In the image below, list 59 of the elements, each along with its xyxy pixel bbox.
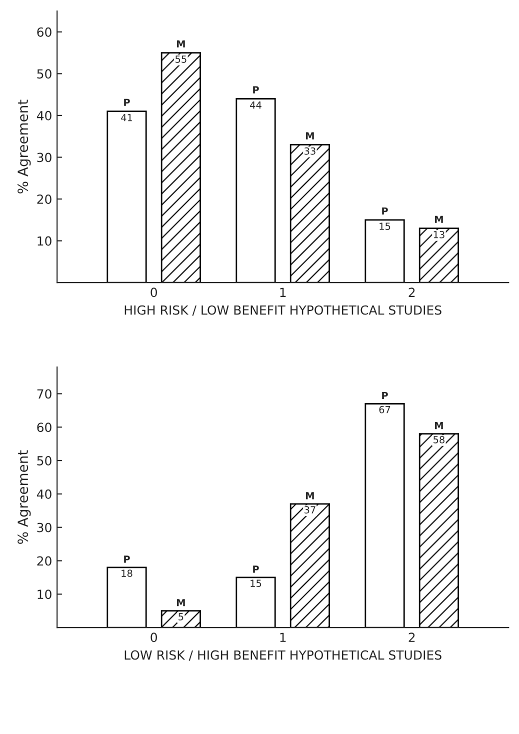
x-tick-label: 2	[408, 632, 415, 642]
x-tick-label: 0	[150, 632, 157, 642]
series-label: P	[382, 207, 388, 215]
bar	[418, 433, 459, 628]
data-label: 15	[380, 222, 390, 230]
y-tick-label: 70	[37, 389, 52, 399]
text: P	[124, 98, 130, 106]
data-label: 15	[250, 580, 262, 587]
data-label: 44	[250, 102, 262, 109]
series-label: M	[176, 40, 185, 48]
text: M	[435, 422, 443, 430]
y-tick-label: 50	[37, 456, 52, 466]
text: P	[253, 86, 259, 94]
y-tick-label: 60	[37, 27, 52, 37]
bar	[364, 403, 405, 628]
bar	[364, 219, 405, 283]
data-label: 58	[434, 436, 444, 444]
data-label: 67	[379, 406, 390, 414]
y-axis-title: % Agreement	[18, 100, 31, 194]
series-label: M	[306, 492, 314, 500]
x-tick-label: 2	[408, 288, 415, 297]
y-tick-label: 20	[37, 194, 52, 204]
text: P	[253, 566, 259, 573]
data-label: 55	[176, 56, 186, 63]
text: M	[435, 216, 443, 223]
y-tick-label: 30	[37, 152, 52, 162]
bar	[160, 610, 201, 628]
bar	[236, 576, 276, 628]
x-tick-label: 1	[280, 632, 286, 642]
bar	[236, 98, 276, 283]
series-label: P	[382, 392, 388, 400]
data-label: 5	[178, 613, 184, 620]
bar	[106, 110, 147, 283]
bar	[106, 566, 147, 628]
bar	[160, 52, 201, 283]
text: P	[124, 556, 130, 563]
y-tick-label: 40	[36, 110, 52, 120]
y-tick-label: 30	[37, 522, 52, 532]
x-axis-title: HIGH RISK / LOW BENEFIT HYPOTHETICAL STUDIES	[124, 305, 442, 316]
y-tick-label: 10	[38, 590, 52, 600]
text: M	[176, 599, 185, 606]
y-tick-label: 50	[37, 69, 52, 79]
y-tick-label: 10	[38, 236, 52, 246]
bar	[290, 503, 330, 628]
data-label: 33	[304, 147, 316, 155]
x-tick-label: 1	[280, 288, 286, 297]
bar	[418, 228, 459, 283]
text: M	[306, 132, 314, 140]
y-tick-label: 40	[36, 489, 52, 499]
x-tick-label: 0	[150, 288, 157, 298]
y-tick-label: 60	[37, 422, 52, 432]
y-axis-title: % Agreement	[18, 450, 31, 544]
data-label: 37	[304, 506, 316, 514]
x-axis-title: LOW RISK / HIGH BENEFIT HYPOTHETICAL STUDIES	[124, 650, 442, 661]
data-label: 41	[121, 114, 132, 122]
y-tick-label: 20	[37, 556, 52, 566]
bar	[290, 144, 330, 283]
data-label: 18	[122, 570, 132, 577]
data-label: 13	[434, 230, 444, 238]
